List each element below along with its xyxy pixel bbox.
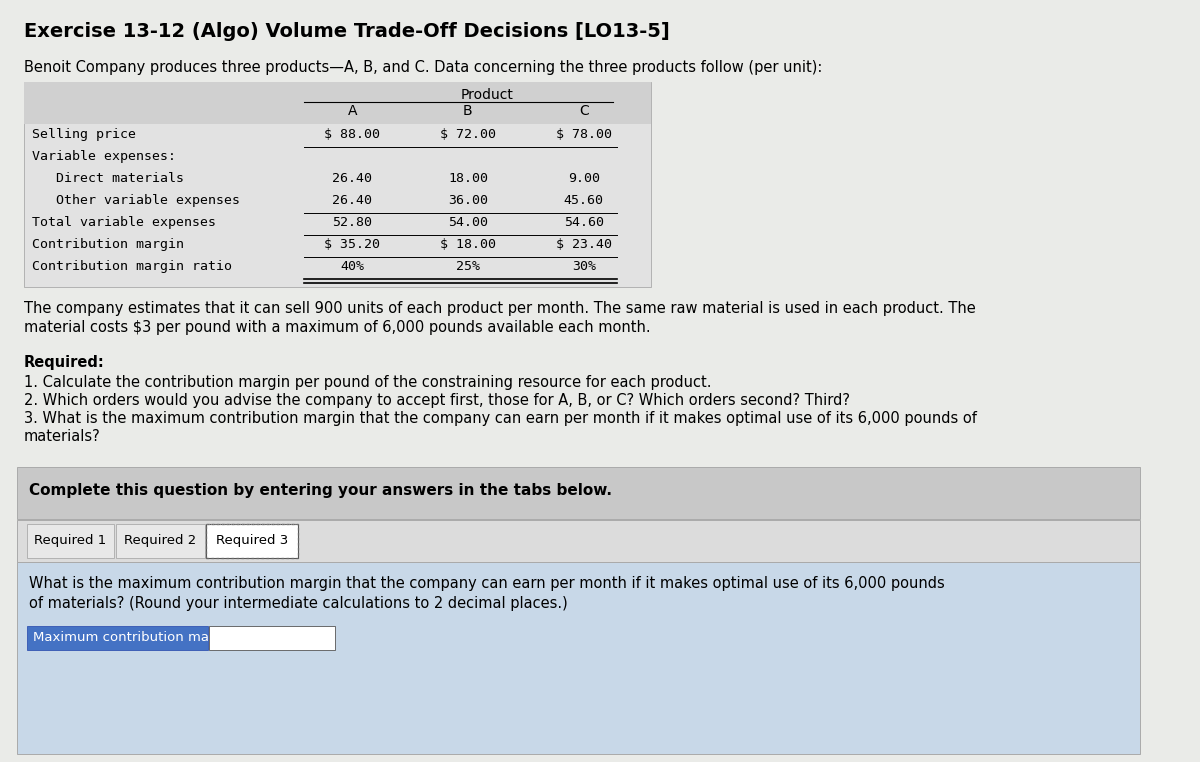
Bar [28,626,209,650]
Text: Required 3: Required 3 [216,534,288,547]
Text: $ 78.00: $ 78.00 [556,128,612,141]
Text: Required 2: Required 2 [124,534,197,547]
Text: $ 72.00: $ 72.00 [440,128,496,141]
Text: 36.00: 36.00 [448,194,488,207]
Bar [115,524,204,558]
Text: 3. What is the maximum contribution margin that the company can earn per month i: 3. What is the maximum contribution marg… [24,411,977,426]
Text: material costs $3 per pound with a maximum of 6,000 pounds available each month.: material costs $3 per pound with a maxim… [24,320,650,335]
Text: $ 18.00: $ 18.00 [440,238,496,251]
Text: Direct materials: Direct materials [32,172,184,185]
Text: C: C [578,104,588,118]
Text: A: A [347,104,356,118]
Text: Other variable expenses: Other variable expenses [32,194,240,207]
Text: Contribution margin: Contribution margin [32,238,184,251]
Text: B: B [463,104,473,118]
Text: Required 1: Required 1 [35,534,107,547]
Text: 26.40: 26.40 [332,194,372,207]
Bar [209,626,335,650]
Text: $ 88.00: $ 88.00 [324,128,380,141]
Bar [17,467,1140,519]
Text: $ 23.40: $ 23.40 [556,238,612,251]
Bar [206,524,298,558]
Text: Required:: Required: [24,355,104,370]
Text: 18.00: 18.00 [448,172,488,185]
Text: 30%: 30% [571,260,595,273]
Text: What is the maximum contribution margin that the company can earn per month if i: What is the maximum contribution margin … [29,576,944,591]
Text: Product: Product [461,88,514,102]
Text: 26.40: 26.40 [332,172,372,185]
Text: 25%: 25% [456,260,480,273]
Text: 9.00: 9.00 [568,172,600,185]
Bar [206,524,298,558]
Text: Contribution margin ratio: Contribution margin ratio [32,260,232,273]
Text: Benoit Company produces three products—A, B, and C. Data concerning the three pr: Benoit Company produces three products—A… [24,60,822,75]
Bar [24,82,652,287]
Text: The company estimates that it can sell 900 units of each product per month. The : The company estimates that it can sell 9… [24,301,976,316]
Bar [24,82,652,124]
Bar [17,520,1140,562]
Text: 54.00: 54.00 [448,216,488,229]
Text: 54.60: 54.60 [564,216,604,229]
Text: Exercise 13-12 (Algo) Volume Trade-Off Decisions [LO13-5]: Exercise 13-12 (Algo) Volume Trade-Off D… [24,22,670,41]
Text: $ 35.20: $ 35.20 [324,238,380,251]
Text: materials?: materials? [24,429,101,444]
Text: of materials? (Round your intermediate calculations to 2 decimal places.): of materials? (Round your intermediate c… [29,596,568,611]
Text: 1. Calculate the contribution margin per pound of the constraining resource for : 1. Calculate the contribution margin per… [24,375,712,390]
Text: Maximum contribution margin: Maximum contribution margin [32,631,235,644]
Bar [17,562,1140,754]
Text: Total variable expenses: Total variable expenses [32,216,216,229]
Bar [28,524,114,558]
Text: 2. Which orders would you advise the company to accept first, those for A, B, or: 2. Which orders would you advise the com… [24,393,850,408]
Text: 52.80: 52.80 [332,216,372,229]
Text: 40%: 40% [340,260,364,273]
Text: Selling price: Selling price [32,128,136,141]
Text: 45.60: 45.60 [564,194,604,207]
Text: Complete this question by entering your answers in the tabs below.: Complete this question by entering your … [29,483,612,498]
Text: Variable expenses:: Variable expenses: [32,150,176,163]
